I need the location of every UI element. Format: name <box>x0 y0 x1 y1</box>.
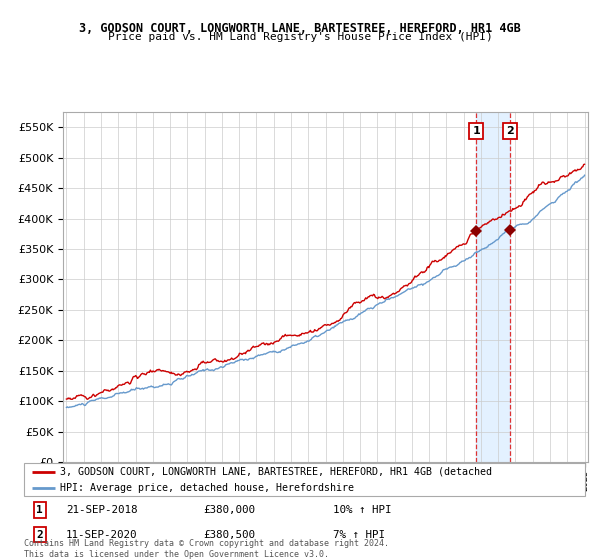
Text: 3, GODSON COURT, LONGWORTH LANE, BARTESTREE, HEREFORD, HR1 4GB: 3, GODSON COURT, LONGWORTH LANE, BARTEST… <box>79 22 521 35</box>
Text: Contains HM Land Registry data © Crown copyright and database right 2024.
This d: Contains HM Land Registry data © Crown c… <box>24 539 389 559</box>
Text: 7% ↑ HPI: 7% ↑ HPI <box>332 530 385 540</box>
Text: 11-SEP-2020: 11-SEP-2020 <box>66 530 137 540</box>
Text: 1: 1 <box>472 126 480 136</box>
Text: 21-SEP-2018: 21-SEP-2018 <box>66 505 137 515</box>
Text: 10% ↑ HPI: 10% ↑ HPI <box>332 505 391 515</box>
FancyBboxPatch shape <box>24 463 585 496</box>
Text: £380,000: £380,000 <box>203 505 256 515</box>
Text: 3, GODSON COURT, LONGWORTH LANE, BARTESTREE, HEREFORD, HR1 4GB (detached: 3, GODSON COURT, LONGWORTH LANE, BARTEST… <box>61 466 493 477</box>
Text: HPI: Average price, detached house, Herefordshire: HPI: Average price, detached house, Here… <box>61 483 355 493</box>
Text: £380,500: £380,500 <box>203 530 256 540</box>
Text: 2: 2 <box>506 126 514 136</box>
Text: 1: 1 <box>37 505 43 515</box>
Text: Price paid vs. HM Land Registry's House Price Index (HPI): Price paid vs. HM Land Registry's House … <box>107 32 493 43</box>
Text: 2: 2 <box>37 530 43 540</box>
Bar <box>476 112 510 462</box>
